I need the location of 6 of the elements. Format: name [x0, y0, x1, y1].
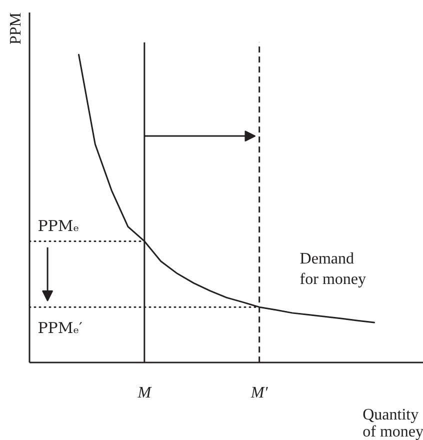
- y-axis-title: PPM: [8, 12, 24, 45]
- annotation: PPMₑ: [38, 217, 80, 236]
- x-tick-label: M: [136, 384, 153, 402]
- annotation: Demand for money: [300, 250, 366, 288]
- annotation: PPMₑ′: [38, 319, 84, 338]
- x-tick-label: M′: [250, 384, 268, 402]
